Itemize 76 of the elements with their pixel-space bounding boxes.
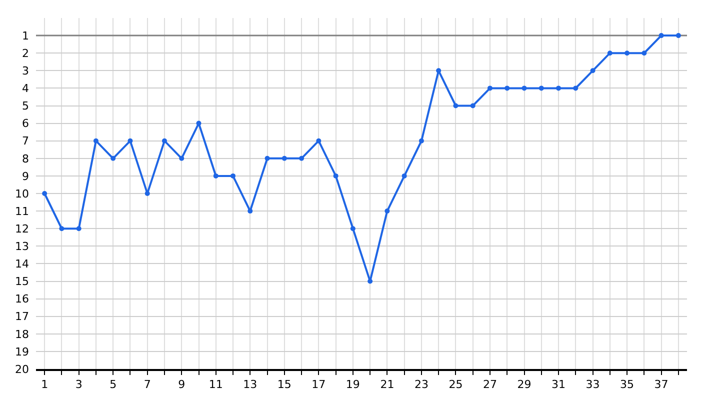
point: [333, 173, 338, 178]
y-tick-label: 5: [22, 100, 29, 113]
x-tick-label: 7: [144, 378, 151, 392]
y-tick-label: 6: [22, 117, 29, 130]
point: [642, 50, 647, 56]
y-tick-label: 11: [15, 204, 29, 218]
point: [573, 86, 578, 91]
x-tick-label: 21: [380, 378, 394, 392]
y-tick-label: 12: [15, 222, 29, 236]
y-tick-label: 19: [15, 345, 29, 358]
y-tick-label: 20: [15, 362, 29, 376]
point: [162, 138, 167, 144]
x-tick-label: 5: [110, 378, 117, 392]
y-tick-label: 4: [22, 82, 29, 96]
point: [504, 86, 510, 91]
point: [658, 33, 664, 38]
y-tick-label: 16: [15, 292, 29, 306]
y-tick-label: 13: [15, 240, 29, 253]
point: [196, 120, 202, 126]
point: [556, 86, 562, 91]
point: [402, 173, 407, 178]
y-tick-label: 2: [22, 46, 29, 60]
point: [299, 156, 304, 161]
point: [538, 86, 544, 91]
point: [264, 156, 270, 161]
x-tick-label: 35: [620, 378, 634, 392]
point: [110, 156, 116, 161]
x-tick-label: 31: [552, 378, 566, 392]
point: [487, 86, 492, 91]
y-tick-label: 17: [15, 310, 29, 324]
x-tick-label: 25: [448, 378, 463, 392]
point: [418, 138, 424, 144]
y-tick-label: 18: [15, 328, 29, 341]
y-tick-label: 3: [22, 64, 29, 78]
x-tick-label: 27: [482, 378, 497, 392]
point: [213, 173, 218, 178]
point: [368, 278, 373, 284]
point: [624, 50, 630, 56]
point: [316, 138, 322, 144]
y-tick-label: 14: [15, 258, 29, 271]
point: [179, 156, 184, 161]
x-tick-label: 15: [277, 378, 292, 392]
point: [384, 208, 390, 214]
y-tick-label: 10: [15, 187, 29, 200]
x-tick-label: 13: [243, 378, 258, 392]
x-tick-label: 37: [654, 378, 668, 392]
point: [522, 86, 527, 91]
y-tick-label: 15: [15, 275, 29, 288]
y-tick-label: 9: [22, 170, 29, 183]
point: [676, 33, 681, 38]
x-tick-label: 17: [312, 378, 326, 392]
x-tick-label: 1: [41, 378, 48, 392]
point: [128, 138, 133, 144]
point: [59, 226, 64, 232]
point: [282, 156, 287, 161]
y-tick-label: 1: [22, 29, 29, 42]
x-tick-label: 9: [178, 378, 186, 392]
point: [144, 191, 150, 196]
x-tick-label: 33: [586, 378, 600, 392]
y-tick-label: 7: [22, 134, 29, 148]
point: [350, 226, 356, 232]
x-tick-label: 11: [208, 378, 223, 392]
x-tick-label: 23: [414, 378, 428, 392]
point: [248, 208, 253, 214]
point: [590, 68, 596, 74]
point: [42, 191, 48, 196]
point: [93, 138, 98, 144]
point: [453, 103, 458, 108]
x-tick-label: 19: [346, 378, 360, 392]
x-tick-label: 3: [75, 378, 82, 392]
x-tick-label: 29: [517, 378, 532, 392]
point: [607, 50, 612, 56]
point: [76, 226, 82, 232]
y-tick-label: 8: [22, 152, 29, 166]
point: [470, 103, 476, 108]
point: [230, 173, 236, 178]
